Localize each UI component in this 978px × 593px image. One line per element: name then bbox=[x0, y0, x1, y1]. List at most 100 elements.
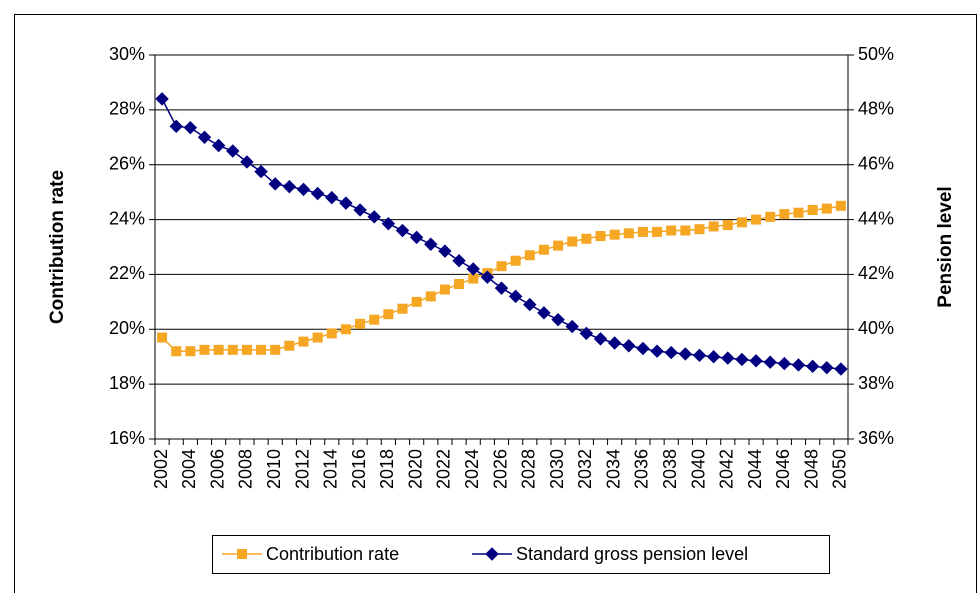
y-tick-label: 30% bbox=[109, 44, 145, 64]
data-point bbox=[466, 262, 480, 276]
y2-tick-label: 36% bbox=[858, 428, 894, 448]
data-point bbox=[353, 203, 367, 217]
data-point bbox=[565, 319, 579, 334]
data-point bbox=[567, 236, 578, 247]
data-point bbox=[834, 362, 848, 376]
y-tick-label: 16% bbox=[109, 428, 145, 448]
data-point bbox=[636, 341, 650, 356]
data-point bbox=[694, 224, 705, 235]
data-point bbox=[226, 144, 240, 158]
data-point bbox=[820, 360, 834, 375]
x-tick-label: 2024 bbox=[462, 449, 482, 489]
x-tick-label: 2042 bbox=[717, 449, 737, 489]
y-tick-label: 22% bbox=[109, 263, 145, 283]
y2-tick-label: 44% bbox=[858, 208, 894, 228]
data-point bbox=[425, 291, 436, 302]
data-point bbox=[508, 289, 523, 304]
y-axis-title: Contribution rate bbox=[47, 170, 68, 324]
data-point bbox=[763, 355, 777, 369]
data-point bbox=[607, 336, 622, 350]
x-tick-label: 2026 bbox=[490, 449, 510, 489]
data-point bbox=[496, 261, 507, 272]
y-tick-label: 28% bbox=[109, 99, 145, 119]
data-point bbox=[185, 346, 196, 357]
data-point bbox=[169, 119, 183, 134]
data-point bbox=[538, 244, 549, 255]
data-point bbox=[609, 229, 620, 240]
data-point bbox=[480, 270, 495, 284]
legend-marker bbox=[237, 549, 247, 559]
x-tick-label: 2044 bbox=[745, 449, 765, 489]
y-tick-label: 18% bbox=[109, 373, 145, 393]
data-point bbox=[494, 281, 509, 295]
data-point bbox=[340, 324, 351, 335]
data-point bbox=[326, 328, 337, 339]
y2-tick-label: 50% bbox=[858, 44, 894, 64]
data-point bbox=[553, 240, 564, 251]
data-point bbox=[678, 347, 693, 361]
data-point bbox=[439, 284, 450, 295]
data-point bbox=[381, 216, 396, 231]
x-tick-label: 2040 bbox=[688, 449, 708, 489]
data-point bbox=[680, 225, 691, 236]
data-point bbox=[666, 225, 677, 236]
data-point bbox=[706, 350, 721, 364]
data-point bbox=[524, 250, 535, 261]
y2-tick-label: 42% bbox=[858, 263, 894, 283]
data-point bbox=[749, 354, 763, 368]
data-point bbox=[721, 351, 735, 365]
x-tick-label: 2048 bbox=[801, 449, 821, 489]
data-point bbox=[523, 297, 537, 312]
x-tick-label: 2008 bbox=[236, 449, 256, 489]
data-point bbox=[821, 203, 832, 214]
x-tick-label: 2002 bbox=[151, 449, 171, 489]
data-point bbox=[807, 204, 818, 215]
data-point bbox=[197, 130, 212, 144]
legend-label: Standard gross pension level bbox=[516, 544, 748, 564]
x-tick-label: 2046 bbox=[773, 449, 793, 489]
data-point bbox=[296, 182, 311, 197]
data-point bbox=[593, 332, 608, 346]
data-point bbox=[298, 336, 309, 347]
x-tick-label: 2036 bbox=[632, 449, 652, 489]
x-tick-label: 2028 bbox=[519, 449, 539, 489]
data-point bbox=[369, 314, 380, 325]
data-point bbox=[622, 339, 636, 353]
y-tick-label: 24% bbox=[109, 208, 145, 228]
data-point bbox=[735, 352, 749, 367]
data-point bbox=[325, 190, 339, 205]
data-point bbox=[155, 92, 169, 106]
data-point bbox=[692, 348, 707, 363]
data-point bbox=[284, 340, 295, 351]
y2-tick-label: 48% bbox=[858, 99, 894, 119]
x-tick-label: 2038 bbox=[660, 449, 680, 489]
data-point bbox=[270, 344, 281, 355]
x-tick-label: 2014 bbox=[321, 449, 341, 489]
y2-tick-label: 46% bbox=[858, 153, 894, 173]
data-point bbox=[339, 196, 353, 210]
data-point bbox=[213, 344, 224, 355]
data-point bbox=[157, 332, 168, 343]
data-point bbox=[424, 237, 438, 251]
x-tick-label: 2006 bbox=[207, 449, 227, 489]
data-point bbox=[722, 220, 733, 231]
data-point bbox=[256, 344, 267, 355]
data-point bbox=[241, 344, 252, 355]
data-point bbox=[310, 186, 325, 201]
data-point bbox=[765, 211, 776, 222]
data-point bbox=[452, 254, 466, 268]
x-tick-label: 2016 bbox=[349, 449, 369, 489]
data-point bbox=[805, 359, 820, 374]
data-point bbox=[777, 356, 792, 371]
data-point bbox=[312, 332, 323, 343]
data-point bbox=[708, 221, 719, 232]
data-point bbox=[650, 344, 664, 358]
data-point bbox=[537, 306, 551, 320]
legend-box bbox=[212, 535, 830, 574]
x-tick-label: 2010 bbox=[264, 449, 284, 489]
y2-tick-label: 40% bbox=[858, 318, 894, 338]
legend-label: Contribution rate bbox=[266, 544, 399, 564]
data-point bbox=[751, 214, 762, 225]
data-point bbox=[551, 312, 565, 327]
